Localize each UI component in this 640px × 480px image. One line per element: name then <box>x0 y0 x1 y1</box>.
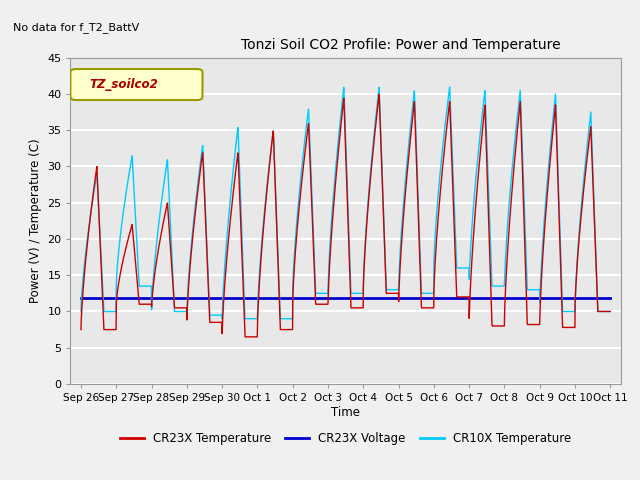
Text: TZ_soilco2: TZ_soilco2 <box>90 78 159 91</box>
Title: Tonzi Soil CO2 Profile: Power and Temperature: Tonzi Soil CO2 Profile: Power and Temper… <box>241 38 561 52</box>
Legend: CR23X Temperature, CR23X Voltage, CR10X Temperature: CR23X Temperature, CR23X Voltage, CR10X … <box>115 428 576 450</box>
Y-axis label: Power (V) / Temperature (C): Power (V) / Temperature (C) <box>29 139 42 303</box>
Text: No data for f_T2_BattV: No data for f_T2_BattV <box>13 22 139 33</box>
X-axis label: Time: Time <box>331 406 360 419</box>
FancyBboxPatch shape <box>70 69 202 100</box>
